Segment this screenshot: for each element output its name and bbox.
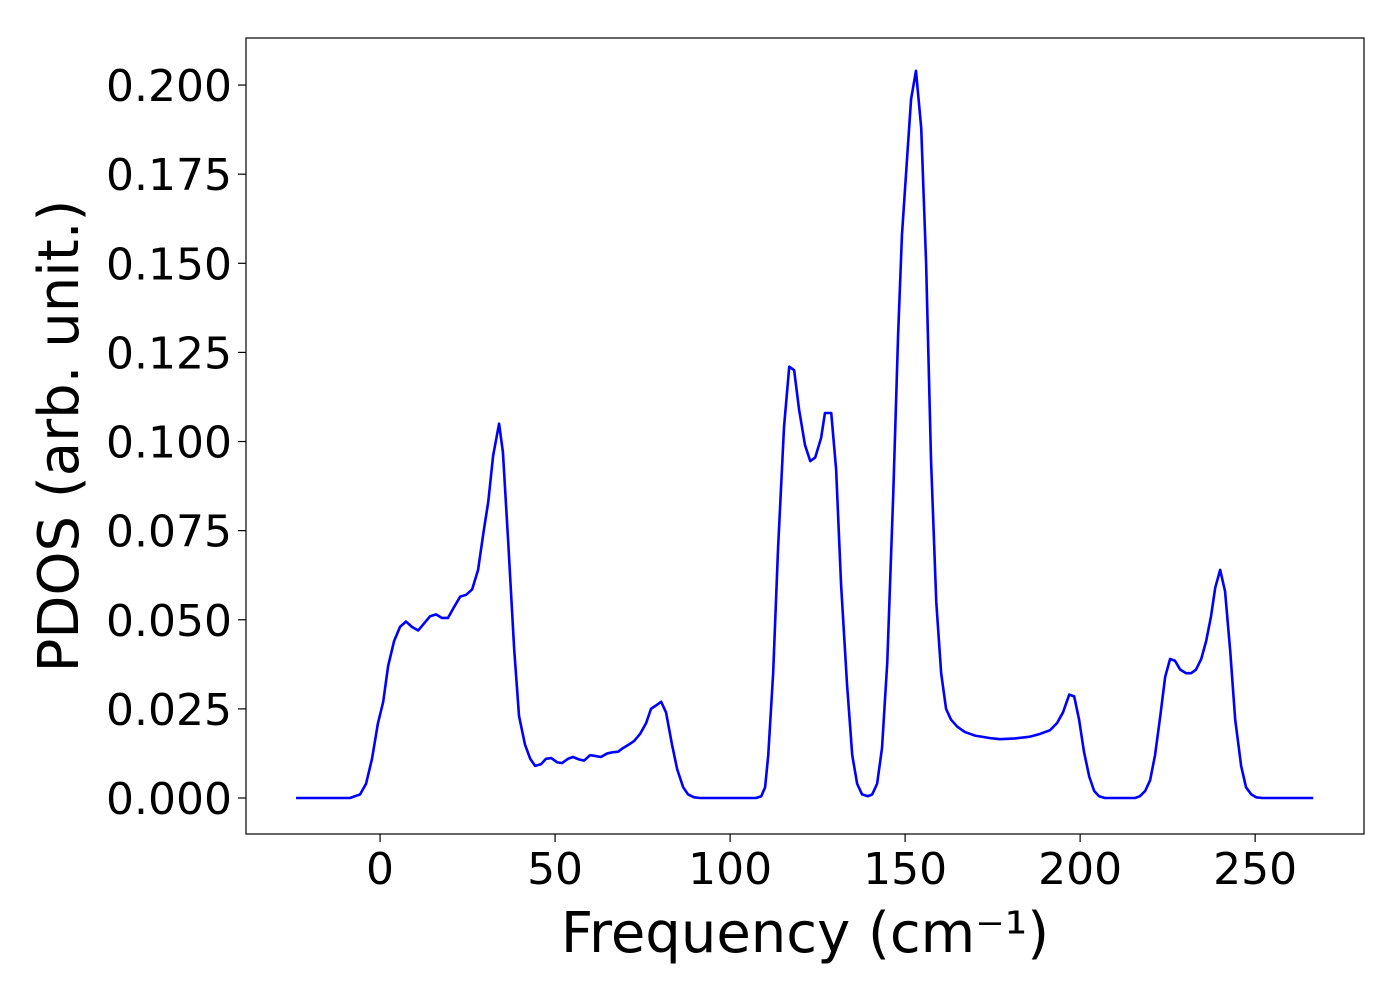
x-axis-label: Frequency (cm⁻¹) (561, 901, 1049, 966)
y-axis-label: PDOS (arb. unit.) (27, 200, 92, 673)
y-tick-label: 0.100 (106, 418, 232, 469)
y-tick-label: 0.075 (106, 507, 232, 558)
x-tick-label: 50 (527, 844, 583, 895)
y-tick-label: 0.025 (106, 685, 232, 736)
plot-frame (245, 37, 1365, 835)
y-tick-label: 0.200 (106, 61, 232, 112)
y-tick-label: 0.050 (106, 596, 232, 647)
x-tick-label: 0 (366, 844, 394, 895)
y-tick-label: 0.000 (106, 774, 232, 825)
y-tick-label: 0.125 (106, 328, 232, 379)
data-line (296, 69, 1314, 800)
x-tick-label: 100 (688, 844, 772, 895)
x-tick-label: 150 (863, 844, 947, 895)
y-tick-label: 0.175 (106, 150, 232, 201)
y-tick-label: 0.150 (106, 239, 232, 290)
x-tick-label: 250 (1213, 844, 1297, 895)
x-tick-label: 200 (1038, 844, 1122, 895)
